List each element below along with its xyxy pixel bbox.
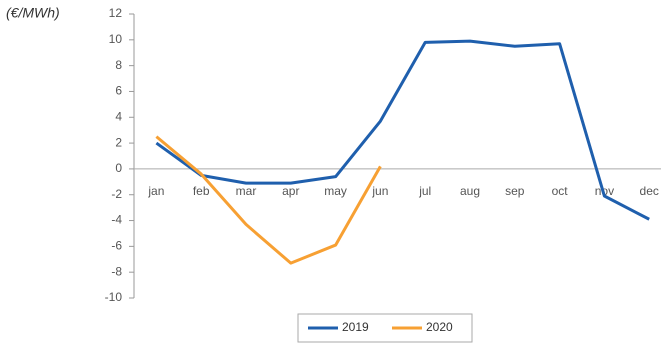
x-tick-label: aug: [460, 184, 480, 198]
y-tick-label: 10: [109, 32, 123, 46]
x-tick-label: jan: [147, 184, 164, 198]
y-tick-label: 8: [115, 58, 122, 72]
x-tick-label: dec: [640, 184, 659, 198]
legend-label: 2020: [426, 320, 453, 334]
y-tick-label: -2: [111, 187, 122, 201]
y-tick-label: 2: [115, 135, 122, 149]
x-tick-label: may: [324, 184, 347, 198]
x-tick-label: sep: [505, 184, 525, 198]
series-line: [155, 135, 382, 265]
x-tick-label: apr: [282, 184, 299, 198]
x-tick-label: mar: [236, 184, 257, 198]
y-tick-label: 6: [115, 84, 122, 98]
y-tick-label: 0: [115, 161, 122, 175]
y-tick-label: -10: [105, 290, 123, 304]
x-tick-label: feb: [193, 184, 210, 198]
x-tick-label: oct: [552, 184, 569, 198]
x-tick-label: jun: [371, 184, 388, 198]
x-tick-label: jul: [418, 184, 431, 198]
y-tick-label: 12: [109, 6, 123, 20]
y-tick-label: 4: [115, 109, 122, 123]
y-tick-label: -4: [111, 213, 122, 227]
y-tick-label: -6: [111, 239, 122, 253]
y-tick-label: -8: [111, 264, 122, 278]
series-line: [155, 39, 650, 221]
legend-label: 2019: [342, 320, 369, 334]
y-axis-label: (€/MWh): [6, 5, 60, 21]
